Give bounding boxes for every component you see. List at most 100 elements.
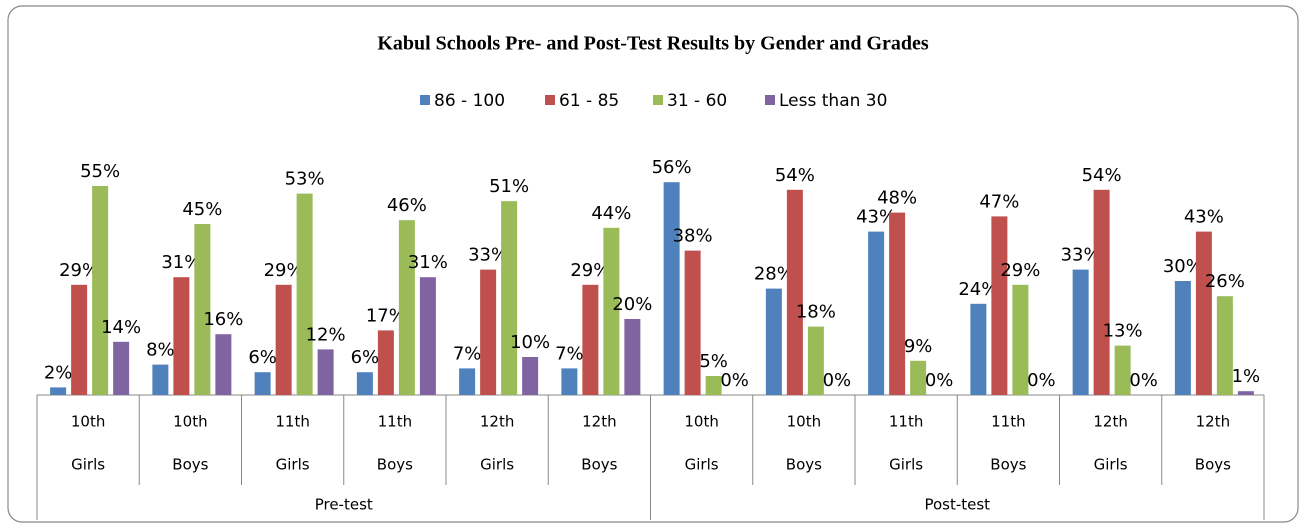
bar [398,220,415,395]
legend-label: Less than 30 [779,91,887,111]
x-tick-label: Girls [1094,456,1128,474]
bar [92,186,109,395]
chart-title: Kabul Schools Pre- and Post-Test Results… [377,33,929,55]
bar [1012,284,1029,395]
data-label: 28% [754,264,794,285]
data-label: 20% [612,294,652,315]
bar [1072,269,1089,395]
x-tick-label: Boys [581,456,617,474]
data-label: 7% [453,343,482,364]
data-label: 44% [591,203,631,224]
data-label: 12% [306,324,346,345]
x-tick-label: Boys [990,456,1026,474]
x-tick-label: Boys [786,456,822,474]
data-label: 0% [1129,370,1158,391]
legend-label: 61 - 85 [559,91,619,111]
x-tick-label: 12th [1093,413,1127,431]
x-tick-label: 11th [889,413,923,431]
x-tick-label: 12th [582,413,616,431]
bar [1195,231,1212,395]
data-label: 38% [673,226,713,247]
data-label: 29% [570,260,610,281]
x-tick-label: Boys [172,456,208,474]
data-label: 5% [699,351,728,372]
data-label: 55% [80,161,120,182]
bar [1093,189,1110,395]
data-label: 17% [366,305,406,326]
bar [663,182,680,395]
x-tick-label: 11th [991,413,1025,431]
group-label: Post-test [924,496,990,514]
data-label: 29% [264,260,304,281]
data-label: 33% [1061,245,1101,266]
bar [501,201,518,395]
group-label: Pre-test [315,496,373,514]
bar [254,372,271,395]
data-label: 31% [161,252,201,273]
data-label: 24% [958,279,998,300]
x-tick-label: Girls [480,456,514,474]
bar [50,387,67,395]
data-label: 13% [1103,321,1143,342]
data-label: 14% [101,317,141,338]
data-label: 1% [1232,366,1261,387]
data-label: 33% [468,245,508,266]
x-tick-label: Boys [1195,456,1231,474]
bar [522,357,539,395]
bar [991,216,1008,395]
data-label: 48% [877,188,917,209]
bar [1216,296,1233,395]
data-label: 43% [1184,207,1224,228]
data-label: 10% [510,332,550,353]
bar [684,250,701,395]
bar [71,284,88,395]
data-label: 18% [796,302,836,323]
bar [582,284,599,395]
bar [910,360,927,395]
bar [194,224,211,395]
legend-swatch [545,95,555,105]
data-label: 0% [823,370,852,391]
legend-label: 31 - 60 [667,91,727,111]
bar [1174,281,1191,395]
data-label: 43% [856,207,896,228]
data-label: 0% [1027,370,1056,391]
legend-swatch [653,95,663,105]
x-tick-label: Girls [889,456,923,474]
bar [377,330,394,395]
bar [173,277,190,395]
data-label: 9% [904,336,933,357]
data-label: 29% [1000,260,1040,281]
x-tick-label: 11th [378,413,412,431]
x-tick-label: 10th [173,413,207,431]
bar [1237,391,1254,395]
x-tick-label: Girls [685,456,719,474]
data-label: 2% [44,362,73,383]
bar [275,284,292,395]
bar [603,227,620,395]
data-label: 8% [146,340,175,361]
x-tick-label: 10th [71,413,105,431]
bar [705,376,722,395]
bar [215,334,232,395]
data-label: 6% [351,347,380,368]
bar [296,193,313,395]
bar [356,372,373,395]
data-label: 51% [489,176,529,197]
data-label: 54% [1082,165,1122,186]
data-label: 31% [408,252,448,273]
x-tick-label: Boys [377,456,413,474]
data-label: 6% [248,347,277,368]
x-tick-label: Girls [71,456,105,474]
bar [1114,345,1131,395]
data-label: 46% [387,195,427,216]
bar [480,269,497,395]
x-tick-label: 10th [787,413,821,431]
bar [317,349,334,395]
data-label: 0% [720,370,749,391]
bar [970,303,987,395]
legend-swatch [420,95,430,105]
bar [419,277,436,395]
data-label: 45% [182,199,222,220]
